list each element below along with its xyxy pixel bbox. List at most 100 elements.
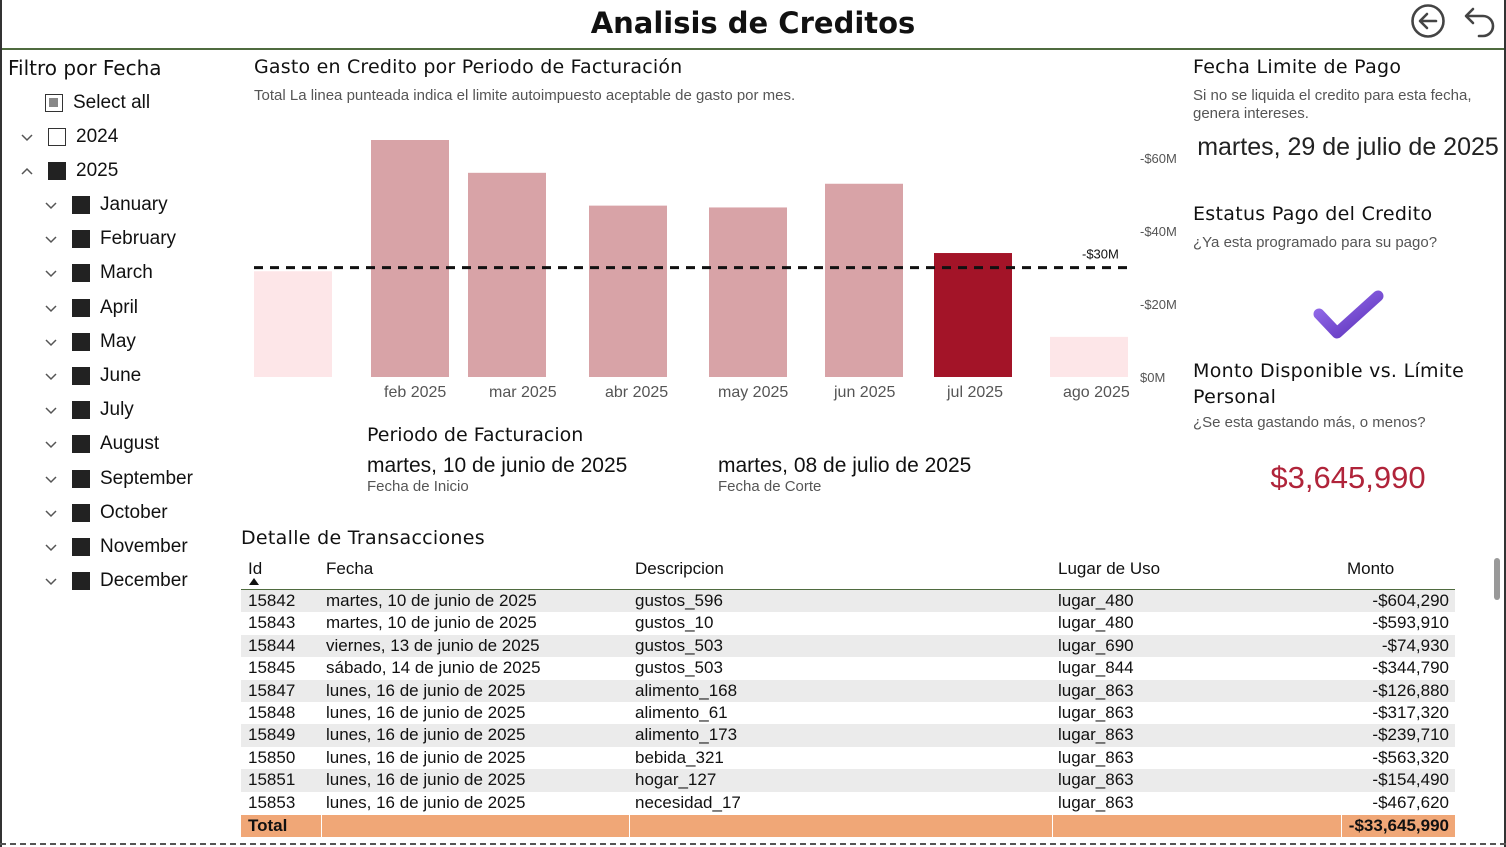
table-row[interactable]: 15849 lunes, 16 de junio de 2025 alimento_…: [241, 724, 1455, 747]
bar-feb 2025[interactable]: [371, 140, 449, 377]
cell-monto: -$593,910: [1372, 613, 1449, 633]
table-row[interactable]: 15853 lunes, 16 de junio de 2025 necesidad…: [241, 792, 1455, 814]
checkbox[interactable]: [72, 230, 90, 249]
checkbox[interactable]: [72, 469, 90, 488]
slicer-month-august[interactable]: August: [44, 429, 159, 459]
checkbox[interactable]: [72, 332, 90, 351]
checkbox[interactable]: [72, 538, 90, 556]
periodo-end-caption: Fecha de Corte: [718, 478, 822, 495]
chevron-down-icon[interactable]: [44, 403, 58, 417]
chevron-down-icon[interactable]: [44, 540, 58, 554]
cell-id: 15853: [248, 792, 296, 812]
cell-monto: -$604,290: [1372, 591, 1449, 610]
bar-may 2025[interactable]: [709, 207, 787, 377]
table-row[interactable]: 15847 lunes, 16 de junio de 2025 alimento_…: [241, 679, 1455, 702]
col-header-monto[interactable]: Monto: [1347, 559, 1395, 578]
col-header-id[interactable]: Id: [248, 559, 263, 578]
chevron-down-icon[interactable]: [44, 437, 58, 451]
chevron-down-icon[interactable]: [44, 335, 58, 349]
chevron-down-icon[interactable]: [44, 369, 58, 383]
slicer-year-2025[interactable]: 2025: [20, 156, 118, 186]
checkbox[interactable]: [45, 94, 63, 112]
bar-prev[interactable]: [254, 271, 332, 377]
due-date-title: Fecha Limite de Pago: [1193, 56, 1402, 78]
undo-button[interactable]: [1463, 3, 1499, 39]
slicer-month-november[interactable]: November: [44, 532, 188, 562]
slicer-item-label: November: [100, 536, 188, 557]
cell-fecha: lunes, 16 de junio de 2025: [326, 770, 526, 790]
bar-mar 2025[interactable]: [468, 172, 546, 377]
cell-id: 15843: [248, 613, 296, 633]
checkbox[interactable]: [72, 401, 90, 420]
cell-fecha: lunes, 16 de junio de 2025: [326, 680, 526, 700]
bar-ago 2025[interactable]: [1050, 336, 1128, 377]
chevron-down-icon[interactable]: [44, 506, 58, 520]
checkbox[interactable]: [72, 264, 90, 283]
chevron-down-icon[interactable]: [44, 472, 58, 486]
checkbox[interactable]: [72, 435, 90, 454]
chevron-up-icon[interactable]: [20, 164, 34, 178]
chevron-down-icon[interactable]: [20, 130, 34, 144]
back-button[interactable]: [1410, 3, 1446, 39]
col-header-lugar[interactable]: Lugar de Uso: [1058, 559, 1161, 578]
chevron-down-icon[interactable]: [44, 301, 58, 315]
bar-jul 2025[interactable]: [934, 253, 1012, 377]
transactions-table: Id Fecha Descripcion Lugar de Uso Monto …: [241, 556, 1455, 837]
table-row[interactable]: 15842 martes, 10 de junio de 2025 gustos_5…: [241, 590, 1455, 613]
table-row[interactable]: 15844 viernes, 13 de junio de 2025 gustos_…: [241, 634, 1455, 658]
table-row[interactable]: 15843 martes, 10 de junio de 2025 gustos_1…: [241, 612, 1455, 634]
chart-subtitle: Total La linea punteada indica el limite…: [254, 87, 796, 104]
bar-abr 2025[interactable]: [589, 205, 667, 377]
slicer-month-march[interactable]: March: [44, 258, 153, 288]
checkbox[interactable]: [72, 367, 90, 385]
slicer-month-december[interactable]: December: [44, 566, 188, 596]
periodo-end-date: martes, 08 de julio de 2025: [718, 454, 972, 477]
slicer-month-february[interactable]: February: [44, 224, 176, 254]
cell-monto: -$126,880: [1372, 680, 1449, 700]
slicer-item-select-all[interactable]: Select all: [45, 88, 150, 118]
col-header-descripcion[interactable]: Descripcion: [635, 559, 724, 578]
slicer-year-2024[interactable]: 2024: [20, 122, 118, 152]
checkbox[interactable]: [48, 128, 66, 146]
slicer-item-label: 2025: [76, 160, 119, 181]
slicer-item-label: February: [100, 228, 177, 250]
slicer-item-label: May: [100, 330, 136, 352]
total-value: -$33,645,990: [1348, 815, 1449, 835]
checkbox[interactable]: [72, 298, 90, 317]
table-scrollbar[interactable]: [1494, 558, 1500, 600]
undo-arrow-icon: [1464, 7, 1495, 38]
total-cell-divider: [1052, 814, 1053, 837]
cell-id: 15850: [248, 747, 296, 767]
available-title: Monto Disponible vs. Límite Personal: [1193, 360, 1465, 408]
chevron-down-icon[interactable]: [44, 232, 58, 246]
cell-id: 15848: [248, 702, 296, 722]
checkbox[interactable]: [72, 196, 90, 214]
col-header-fecha[interactable]: Fecha: [326, 559, 374, 578]
limit-line-label: -$30M: [1082, 247, 1119, 262]
checkbox[interactable]: [72, 572, 90, 591]
checkbox[interactable]: [72, 503, 90, 522]
slicer-month-january[interactable]: January: [44, 190, 168, 220]
table-row[interactable]: 15850 lunes, 16 de junio de 2025 bebida_32…: [241, 747, 1455, 769]
table-row[interactable]: 15848 lunes, 16 de junio de 2025 alimento_…: [241, 702, 1455, 724]
chevron-down-icon[interactable]: [44, 574, 58, 588]
table-row[interactable]: 15851 lunes, 16 de junio de 2025 hogar_127…: [241, 769, 1455, 792]
slicer-month-april[interactable]: April: [44, 293, 138, 323]
slicer-month-september[interactable]: September: [44, 464, 193, 494]
checkbox[interactable]: [48, 162, 66, 180]
x-tick-label: abr 2025: [605, 384, 668, 401]
y-tick-label: -$20M: [1140, 297, 1177, 312]
chevron-down-icon[interactable]: [44, 198, 58, 212]
chevron-down-icon[interactable]: [44, 266, 58, 280]
cell-lugar: lugar_863: [1058, 680, 1134, 700]
slicer-month-july[interactable]: July: [44, 395, 134, 425]
slicer-month-june[interactable]: June: [44, 361, 141, 391]
status-subtitle: ¿Ya esta programado para su pago?: [1193, 234, 1438, 251]
slicer-month-october[interactable]: October: [44, 498, 168, 528]
bar-jun 2025[interactable]: [825, 183, 903, 377]
x-tick-label: ago 2025: [1063, 384, 1130, 401]
table-row[interactable]: 15845 sábado, 14 de junio de 2025 gustos_5…: [241, 657, 1455, 679]
total-label: Total: [248, 815, 288, 835]
filter-title: Filtro por Fecha: [8, 56, 162, 80]
slicer-month-may[interactable]: May: [44, 327, 136, 357]
